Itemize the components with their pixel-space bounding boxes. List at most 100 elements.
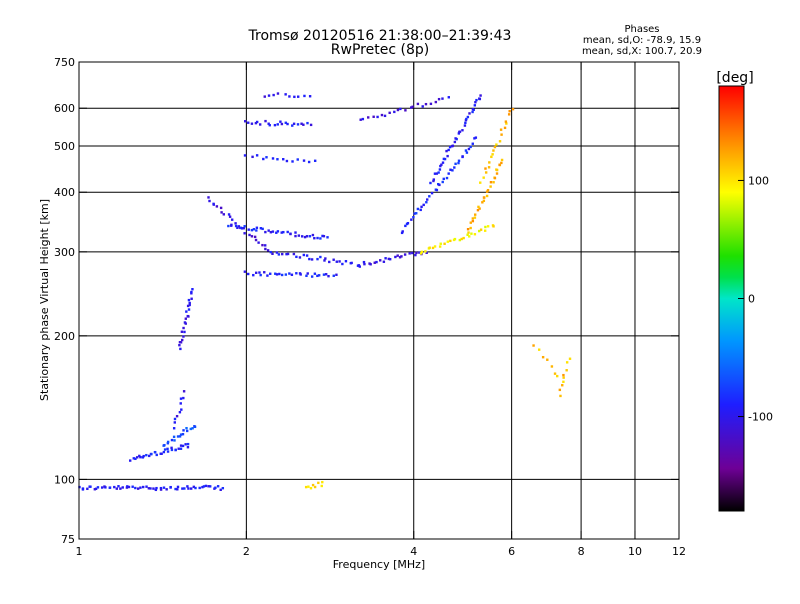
- data-point: [383, 114, 387, 118]
- data-point: [134, 486, 137, 490]
- data-point: [429, 181, 432, 185]
- data-point: [466, 228, 470, 231]
- data-point: [465, 117, 468, 121]
- data-point: [305, 235, 309, 238]
- data-point: [251, 155, 254, 159]
- data-point: [263, 95, 266, 98]
- data-point: [442, 177, 445, 181]
- data-point: [445, 176, 449, 180]
- data-point: [184, 317, 188, 320]
- data-point: [255, 120, 259, 124]
- data-point: [305, 274, 308, 278]
- data-point: [163, 448, 167, 451]
- data-point: [491, 153, 494, 156]
- data-point: [462, 236, 465, 240]
- data-point: [553, 372, 557, 375]
- trace-3: [172, 390, 186, 430]
- data-point: [500, 133, 503, 136]
- data-point: [396, 108, 400, 112]
- data-point: [172, 435, 176, 439]
- trace-12: [243, 154, 317, 164]
- data-point: [141, 456, 145, 459]
- data-point: [190, 292, 193, 295]
- data-point: [259, 273, 262, 277]
- data-point: [104, 486, 107, 489]
- data-point: [439, 164, 442, 168]
- data-point: [541, 355, 545, 359]
- data-point: [457, 132, 461, 135]
- data-point: [403, 253, 407, 256]
- data-point: [311, 233, 315, 237]
- data-point: [237, 225, 241, 228]
- trace-14: [419, 224, 495, 255]
- data-point: [189, 487, 193, 490]
- data-point: [489, 181, 493, 184]
- data-point: [185, 426, 188, 430]
- data-point: [89, 485, 92, 488]
- data-point: [275, 231, 278, 234]
- data-point: [250, 235, 254, 238]
- data-point: [186, 446, 190, 449]
- data-point: [180, 330, 184, 333]
- data-point: [186, 442, 190, 446]
- data-point: [435, 188, 439, 192]
- data-point: [461, 129, 464, 132]
- data-point: [254, 238, 258, 242]
- data-point: [532, 344, 535, 347]
- data-point: [297, 234, 301, 237]
- data-point: [487, 166, 491, 169]
- data-point: [267, 122, 270, 125]
- data-point: [269, 250, 273, 254]
- data-point: [296, 123, 300, 126]
- data-point: [190, 290, 193, 294]
- data-point: [306, 121, 309, 125]
- data-point: [190, 297, 193, 300]
- y-tick-label: 300: [54, 246, 75, 259]
- data-point: [132, 457, 135, 460]
- data-point: [447, 96, 450, 99]
- x-tick-label: 4: [410, 545, 417, 558]
- data-point: [272, 93, 275, 97]
- data-point: [81, 488, 85, 491]
- data-point: [282, 158, 285, 161]
- data-point: [419, 252, 423, 255]
- data-point: [183, 330, 186, 334]
- data-point: [398, 256, 402, 259]
- data-point: [207, 485, 210, 488]
- data-point: [222, 213, 226, 216]
- data-point: [152, 487, 155, 490]
- data-point: [86, 487, 89, 491]
- data-point: [309, 123, 313, 127]
- data-point: [261, 227, 264, 231]
- data-point: [187, 308, 191, 311]
- data-point: [481, 201, 484, 204]
- trace-13: [359, 96, 450, 121]
- data-point: [208, 199, 211, 203]
- trace-17: [400, 136, 478, 235]
- data-point: [170, 438, 174, 442]
- data-point: [163, 443, 166, 447]
- data-point: [179, 402, 182, 405]
- data-point: [412, 215, 415, 219]
- data-point: [153, 451, 157, 454]
- data-point: [179, 433, 183, 436]
- data-point: [297, 95, 300, 98]
- data-point: [443, 157, 447, 161]
- data-point: [504, 120, 508, 123]
- data-point: [266, 274, 269, 277]
- data-point: [335, 260, 338, 263]
- data-point: [401, 230, 404, 233]
- data-point: [243, 225, 246, 228]
- data-point: [451, 144, 455, 147]
- data-point: [335, 273, 338, 276]
- data-point: [180, 408, 183, 411]
- data-point: [182, 396, 185, 400]
- data-point: [467, 231, 470, 234]
- data-point: [286, 122, 289, 126]
- data-point: [327, 274, 330, 278]
- data-point: [285, 159, 289, 163]
- data-point: [198, 486, 201, 490]
- data-point: [307, 160, 311, 164]
- data-point: [150, 452, 153, 456]
- data-point: [469, 226, 472, 230]
